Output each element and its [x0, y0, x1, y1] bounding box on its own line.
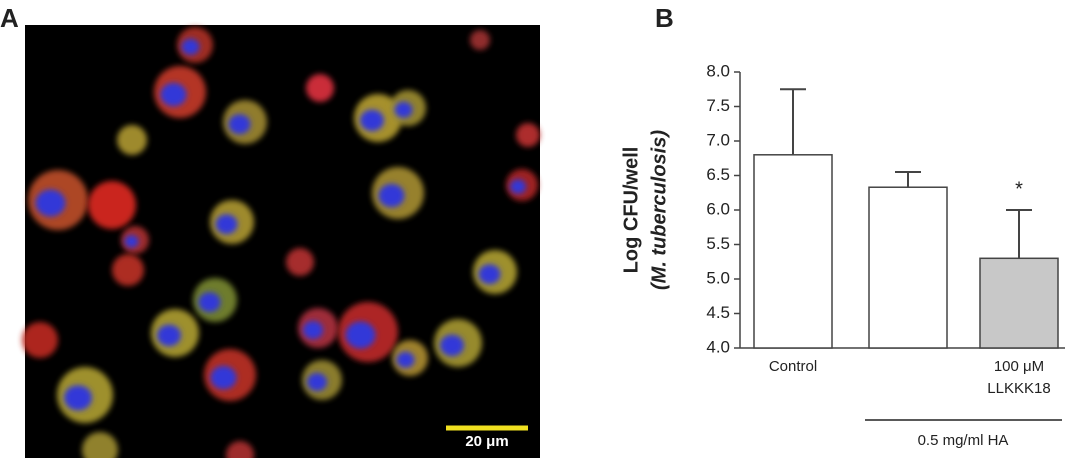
nucleus [307, 373, 327, 391]
cell-body [226, 441, 254, 458]
y-tick-label: 7.5 [706, 96, 730, 115]
nucleus [210, 365, 237, 390]
cell-body [286, 248, 314, 276]
y-tick-label: 4.0 [706, 337, 730, 356]
nucleus [198, 292, 221, 313]
nucleus [303, 321, 323, 339]
nucleus [394, 101, 413, 118]
y-tick-label: 8.0 [706, 61, 730, 80]
cell-body [306, 74, 334, 102]
nucleus [510, 179, 526, 194]
scale-bar-label: 20 μm [465, 433, 508, 450]
y-tick-label: 6.5 [706, 165, 730, 184]
y-tick-label: 6.0 [706, 199, 730, 218]
nucleus [215, 214, 238, 235]
annotation: * [1015, 178, 1023, 200]
nucleus [64, 385, 92, 411]
x-tick-label: Control [768, 358, 818, 375]
panel-label: A [0, 3, 19, 33]
nucleus [396, 351, 415, 368]
x-tick-label: 100 μM LLKKK18 [987, 358, 1051, 397]
nucleus [35, 189, 66, 217]
group-label: 0.5 mg/ml HA [918, 432, 1009, 449]
bar [979, 257, 1059, 349]
y-axis-label: (M. tuberculosis) [648, 130, 670, 290]
cell-body [82, 432, 118, 458]
bar [868, 186, 948, 349]
nucleus [440, 334, 464, 357]
nucleus [124, 235, 139, 248]
panel-label: B [655, 3, 674, 33]
bar [753, 154, 833, 349]
cell-body [117, 125, 147, 155]
nucleus [228, 114, 251, 135]
y-tick-label: 7.0 [706, 130, 730, 149]
y-tick-label: 4.5 [706, 303, 730, 322]
nucleus [160, 82, 187, 107]
y-tick-label: 5.5 [706, 234, 730, 253]
y-tick-label: 5.0 [706, 268, 730, 287]
cell-body [470, 30, 490, 50]
cell-body [516, 123, 540, 147]
y-axis-label: Log CFU/well [620, 147, 642, 274]
nucleus [181, 38, 200, 55]
cell-body [22, 322, 58, 358]
nucleus [478, 264, 501, 285]
nucleus [157, 324, 181, 347]
nucleus [378, 183, 405, 208]
cell-body [112, 254, 144, 286]
nucleus [345, 321, 376, 349]
cells [22, 27, 540, 458]
nucleus [360, 109, 384, 132]
cell-body [88, 181, 136, 229]
